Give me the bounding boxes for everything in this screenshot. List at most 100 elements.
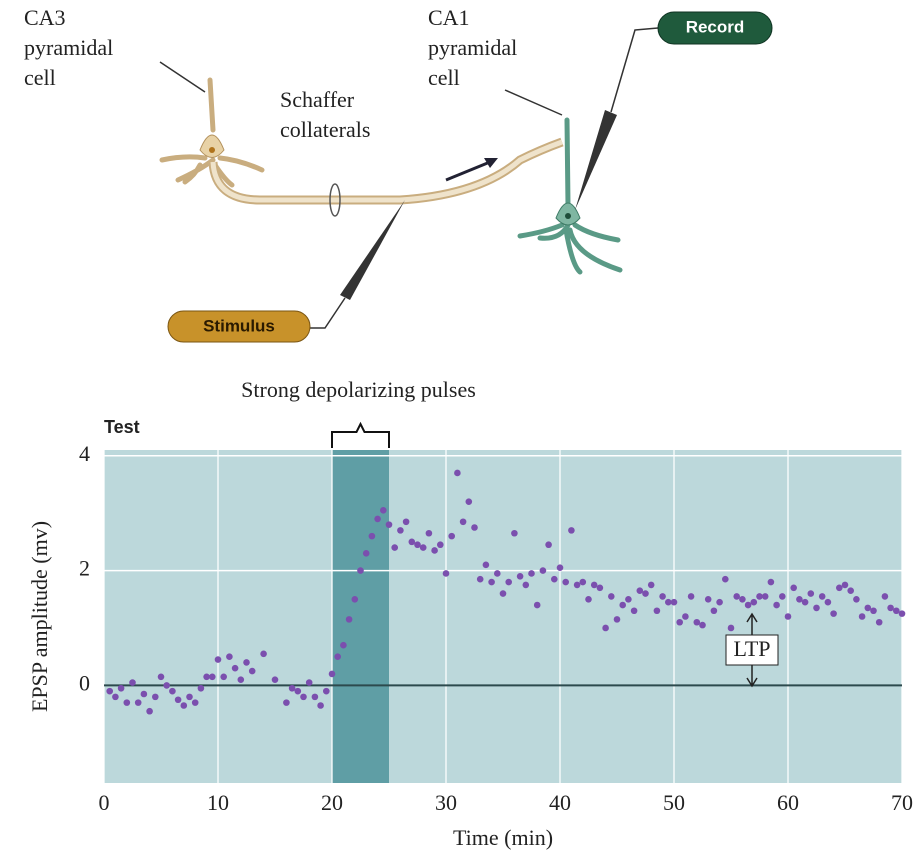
- data-point: [357, 567, 364, 574]
- data-point: [141, 691, 148, 698]
- data-point: [756, 593, 763, 600]
- data-point: [591, 582, 598, 589]
- data-point: [397, 527, 404, 534]
- y-tick-label: 2: [79, 556, 90, 581]
- data-point: [819, 593, 826, 600]
- data-point: [243, 659, 250, 666]
- data-point: [386, 521, 393, 528]
- data-point: [112, 694, 119, 701]
- ca3-label: CA3: [24, 5, 66, 30]
- data-point: [528, 570, 535, 577]
- data-point: [312, 694, 319, 701]
- data-point: [654, 607, 661, 614]
- ca1-label: cell: [428, 65, 460, 90]
- data-point: [272, 676, 279, 683]
- data-point: [642, 590, 649, 597]
- plot-background: [104, 450, 902, 783]
- data-point: [317, 702, 324, 709]
- data-point: [334, 653, 341, 660]
- data-point: [847, 587, 854, 594]
- data-point: [790, 584, 797, 591]
- data-point: [448, 533, 455, 540]
- data-point: [198, 685, 205, 692]
- ca1-label: pyramidal: [428, 35, 517, 60]
- data-point: [865, 605, 872, 612]
- data-point: [540, 567, 547, 574]
- data-point: [306, 679, 313, 686]
- annotation: Strong depolarizing pulses: [241, 377, 476, 402]
- ca1-nucleus: [565, 213, 571, 219]
- data-point: [665, 599, 672, 606]
- data-point: [431, 547, 438, 554]
- data-point: [283, 699, 290, 706]
- data-point: [830, 610, 837, 617]
- stimulus-wire: [310, 298, 345, 328]
- data-point: [169, 688, 176, 695]
- data-point: [682, 613, 689, 620]
- data-point: [209, 673, 216, 680]
- data-point: [802, 599, 809, 606]
- data-point: [745, 602, 752, 609]
- x-tick-label: 10: [207, 790, 229, 815]
- data-point: [215, 656, 222, 663]
- data-point: [773, 602, 780, 609]
- record-label: Record: [686, 17, 745, 36]
- data-point: [181, 702, 188, 709]
- data-point: [220, 673, 227, 680]
- data-point: [602, 625, 609, 632]
- x-tick-label: 70: [891, 790, 913, 815]
- data-point: [346, 616, 353, 623]
- data-point: [551, 576, 558, 583]
- data-point: [637, 587, 644, 594]
- data-point: [568, 527, 575, 534]
- data-point: [870, 607, 877, 614]
- ca3-label: cell: [24, 65, 56, 90]
- data-point: [523, 582, 530, 589]
- data-point: [329, 671, 336, 678]
- data-point: [437, 541, 444, 548]
- data-point: [899, 610, 906, 617]
- x-tick-label: 0: [99, 790, 110, 815]
- data-point: [517, 573, 524, 580]
- data-point: [733, 593, 740, 600]
- data-point: [785, 613, 792, 620]
- data-point: [403, 518, 410, 525]
- data-point: [238, 676, 245, 683]
- bracket: [332, 424, 389, 448]
- data-point: [768, 579, 775, 586]
- data-point: [500, 590, 507, 597]
- record-electrode: [575, 110, 617, 210]
- stimulus-label: Stimulus: [203, 316, 275, 335]
- data-point: [631, 607, 638, 614]
- data-point: [585, 596, 592, 603]
- data-point: [483, 562, 490, 569]
- ca1-dendrites: [520, 120, 620, 272]
- data-point: [671, 599, 678, 606]
- data-point: [488, 579, 495, 586]
- record-wire: [611, 28, 658, 112]
- data-point: [505, 579, 512, 586]
- data-point: [728, 625, 735, 632]
- data-point: [380, 507, 387, 514]
- data-point: [694, 619, 701, 626]
- ca3-soma: [200, 135, 224, 158]
- ca3-label: pyramidal: [24, 35, 113, 60]
- data-point: [836, 584, 843, 591]
- data-point: [580, 579, 587, 586]
- data-point: [625, 596, 632, 603]
- leader-lines: [160, 62, 562, 115]
- data-point: [374, 516, 381, 523]
- data-point: [391, 544, 398, 551]
- data-point: [118, 685, 125, 692]
- data-point: [192, 699, 199, 706]
- data-point: [146, 708, 153, 715]
- ltp-label: LTP: [733, 636, 770, 661]
- data-point: [152, 694, 159, 701]
- data-point: [842, 582, 849, 589]
- data-point: [323, 688, 330, 695]
- data-point: [129, 679, 136, 686]
- data-point: [369, 533, 376, 540]
- data-point: [249, 668, 256, 675]
- data-point: [853, 596, 860, 603]
- data-point: [420, 544, 427, 551]
